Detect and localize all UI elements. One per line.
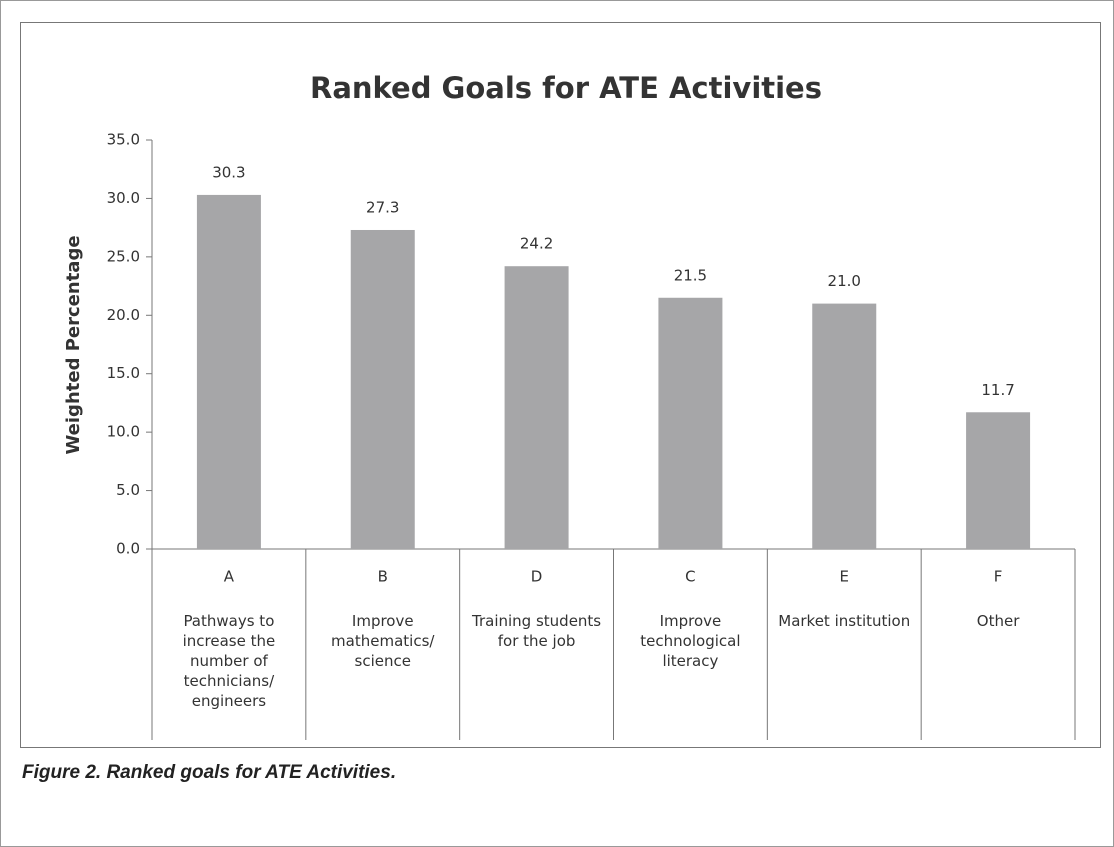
value-label: 24.2 [520,235,553,253]
y-tick-label: 15.0 [107,364,140,382]
y-tick-label: 5.0 [116,481,140,499]
category-description: Market institution [778,612,911,630]
y-tick-label: 0.0 [116,540,140,558]
x-tick-label: D [531,568,543,586]
bar [350,229,415,550]
value-label: 11.7 [981,381,1014,399]
x-tick-label: F [994,568,1003,586]
category-description: Training students for the job [472,612,602,650]
chart-title: Ranked Goals for ATE Activities [310,71,822,105]
y-tick-label: 30.0 [107,189,140,207]
y-tick-label: 10.0 [107,423,140,441]
value-label: 21.0 [828,272,861,290]
y-tick-label: 20.0 [107,306,140,324]
y-tick-label: 25.0 [107,247,140,265]
category-description: Pathways to increase the number of techn… [182,612,276,710]
category-description: Improve technological literacy [640,612,741,670]
category-description: Improve mathematics/ science [331,612,435,670]
bar [966,412,1031,549]
bar [196,194,261,549]
value-label: 30.3 [212,163,245,181]
bar [504,266,569,549]
bar [658,297,723,549]
category-description: Other [976,612,1020,630]
caption: Figure 2. Ranked goals for ATE Activitie… [22,762,397,783]
y-axis-label: Weighted Percentage [63,235,84,454]
x-tick-label: E [840,568,849,586]
bar [812,303,877,549]
x-tick-label: A [224,568,235,586]
x-tick-label: B [378,568,388,586]
y-tick-label: 35.0 [107,131,140,149]
value-label: 27.3 [366,198,399,216]
value-label: 21.5 [674,266,707,284]
x-tick-label: C [685,568,695,586]
